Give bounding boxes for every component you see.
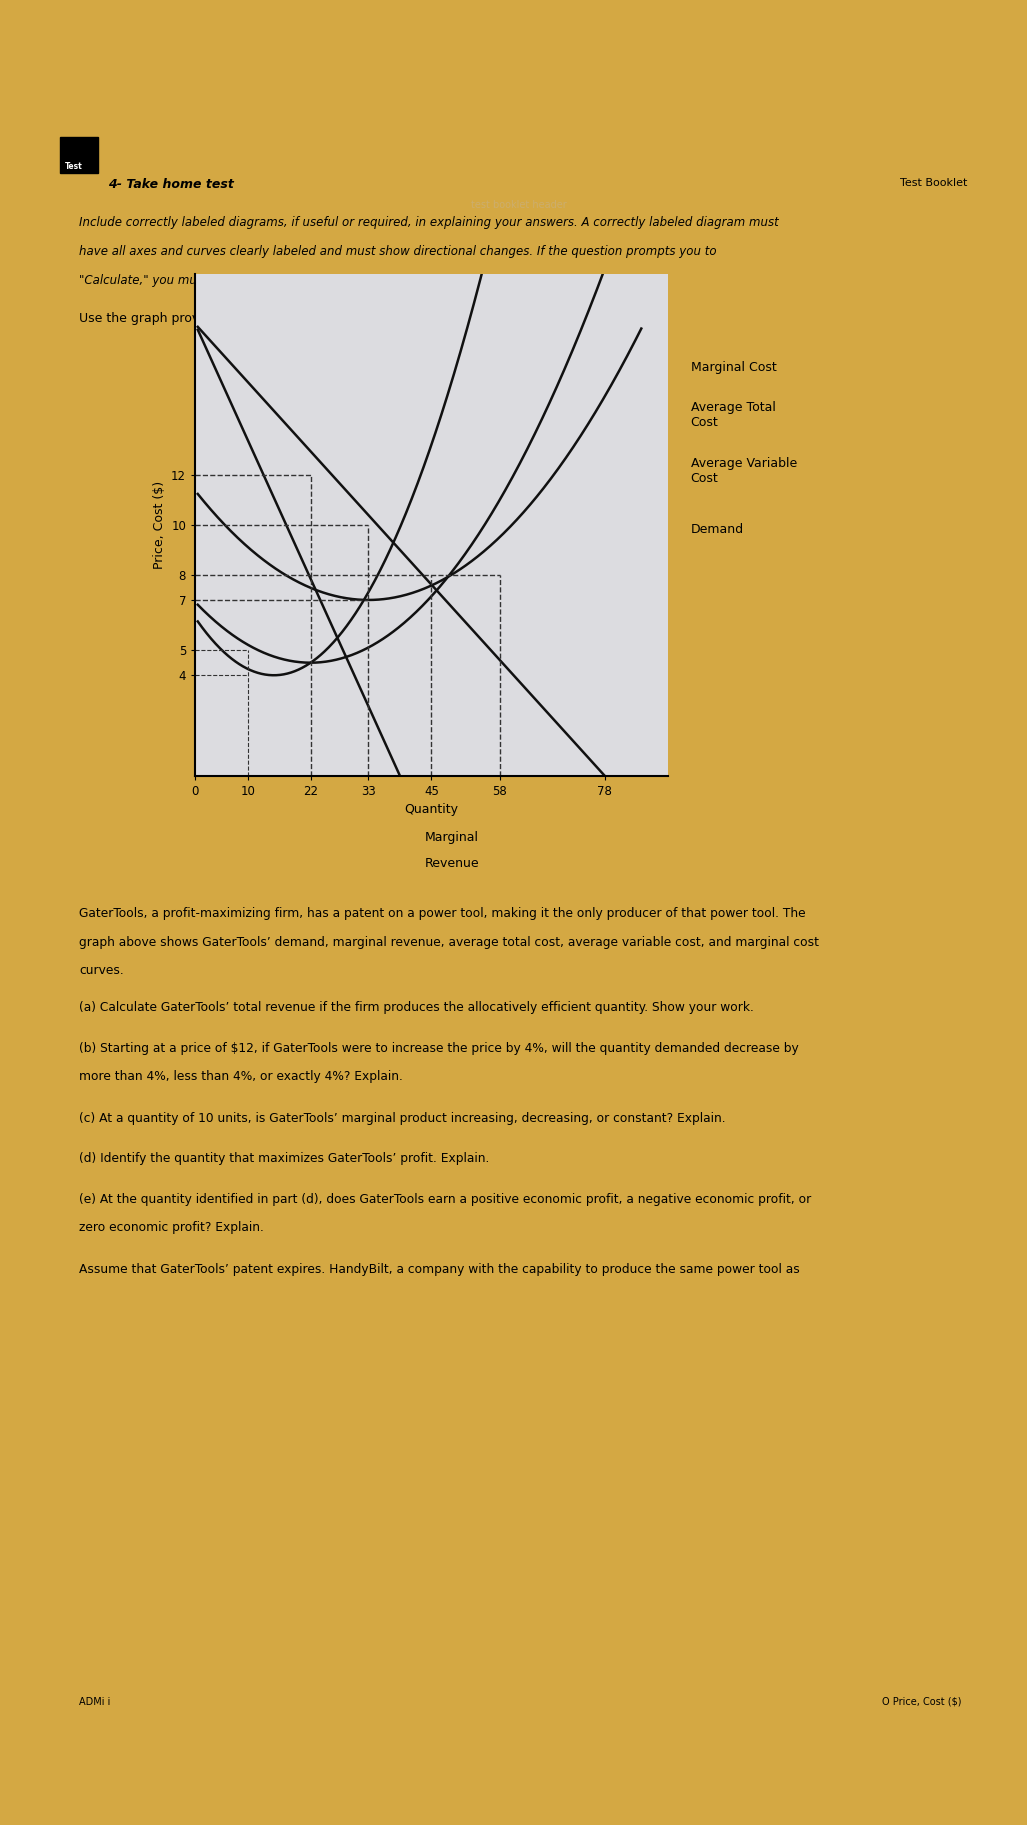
Text: ADMi i: ADMi i — [79, 1697, 111, 1706]
Text: 4- Take home test: 4- Take home test — [108, 177, 234, 190]
Text: Average Variable
Cost: Average Variable Cost — [690, 456, 797, 485]
Text: (b) Starting at a price of $12, if GaterTools were to increase the price by 4%, : (b) Starting at a price of $12, if Gater… — [79, 1042, 799, 1055]
Text: (c) At a quantity of 10 units, is GaterTools’ marginal product increasing, decre: (c) At a quantity of 10 units, is GaterT… — [79, 1111, 726, 1126]
Text: zero economic profit? Explain.: zero economic profit? Explain. — [79, 1221, 264, 1234]
Text: graph above shows GaterTools’ demand, marginal revenue, average total cost, aver: graph above shows GaterTools’ demand, ma… — [79, 936, 820, 949]
Text: curves.: curves. — [79, 964, 124, 978]
Y-axis label: Price, Cost ($): Price, Cost ($) — [153, 480, 165, 569]
Text: Assume that GaterTools’ patent expires. HandyBilt, a company with the capability: Assume that GaterTools’ patent expires. … — [79, 1263, 800, 1276]
Text: Include correctly labeled diagrams, if useful or required, in explaining your an: Include correctly labeled diagrams, if u… — [79, 215, 779, 230]
Text: (d) Identify the quantity that maximizes GaterTools’ profit. Explain.: (d) Identify the quantity that maximizes… — [79, 1152, 490, 1166]
Text: Marginal: Marginal — [425, 830, 479, 845]
Text: O Price, Cost ($): O Price, Cost ($) — [881, 1697, 961, 1706]
Text: "Calculate," you must show how you arrived at your final answer.: "Calculate," you must show how you arriv… — [79, 274, 465, 287]
Text: Average Total
Cost: Average Total Cost — [690, 402, 775, 429]
Text: Revenue: Revenue — [424, 858, 479, 871]
Text: have all axes and curves clearly labeled and must show directional changes. If t: have all axes and curves clearly labeled… — [79, 245, 717, 257]
Text: Demand: Demand — [690, 522, 744, 537]
Text: Use the graph provided below to answer parts (a)-(e).: Use the graph provided below to answer p… — [79, 312, 417, 325]
Text: Test: Test — [65, 162, 83, 172]
Text: test booklet header: test booklet header — [470, 201, 567, 210]
Text: Test Booklet: Test Booklet — [900, 177, 967, 188]
Bar — [61, 137, 99, 173]
Text: GaterTools, a profit-maximizing firm, has a patent on a power tool, making it th: GaterTools, a profit-maximizing firm, ha… — [79, 907, 806, 920]
Text: (e) At the quantity identified in part (d), does GaterTools earn a positive econ: (e) At the quantity identified in part (… — [79, 1192, 811, 1206]
Text: more than 4%, less than 4%, or exactly 4%? Explain.: more than 4%, less than 4%, or exactly 4… — [79, 1071, 404, 1084]
X-axis label: Quantity: Quantity — [405, 803, 458, 816]
Text: (a) Calculate GaterTools’ total revenue if the firm produces the allocatively ef: (a) Calculate GaterTools’ total revenue … — [79, 1002, 754, 1015]
Text: Marginal Cost: Marginal Cost — [690, 361, 776, 374]
